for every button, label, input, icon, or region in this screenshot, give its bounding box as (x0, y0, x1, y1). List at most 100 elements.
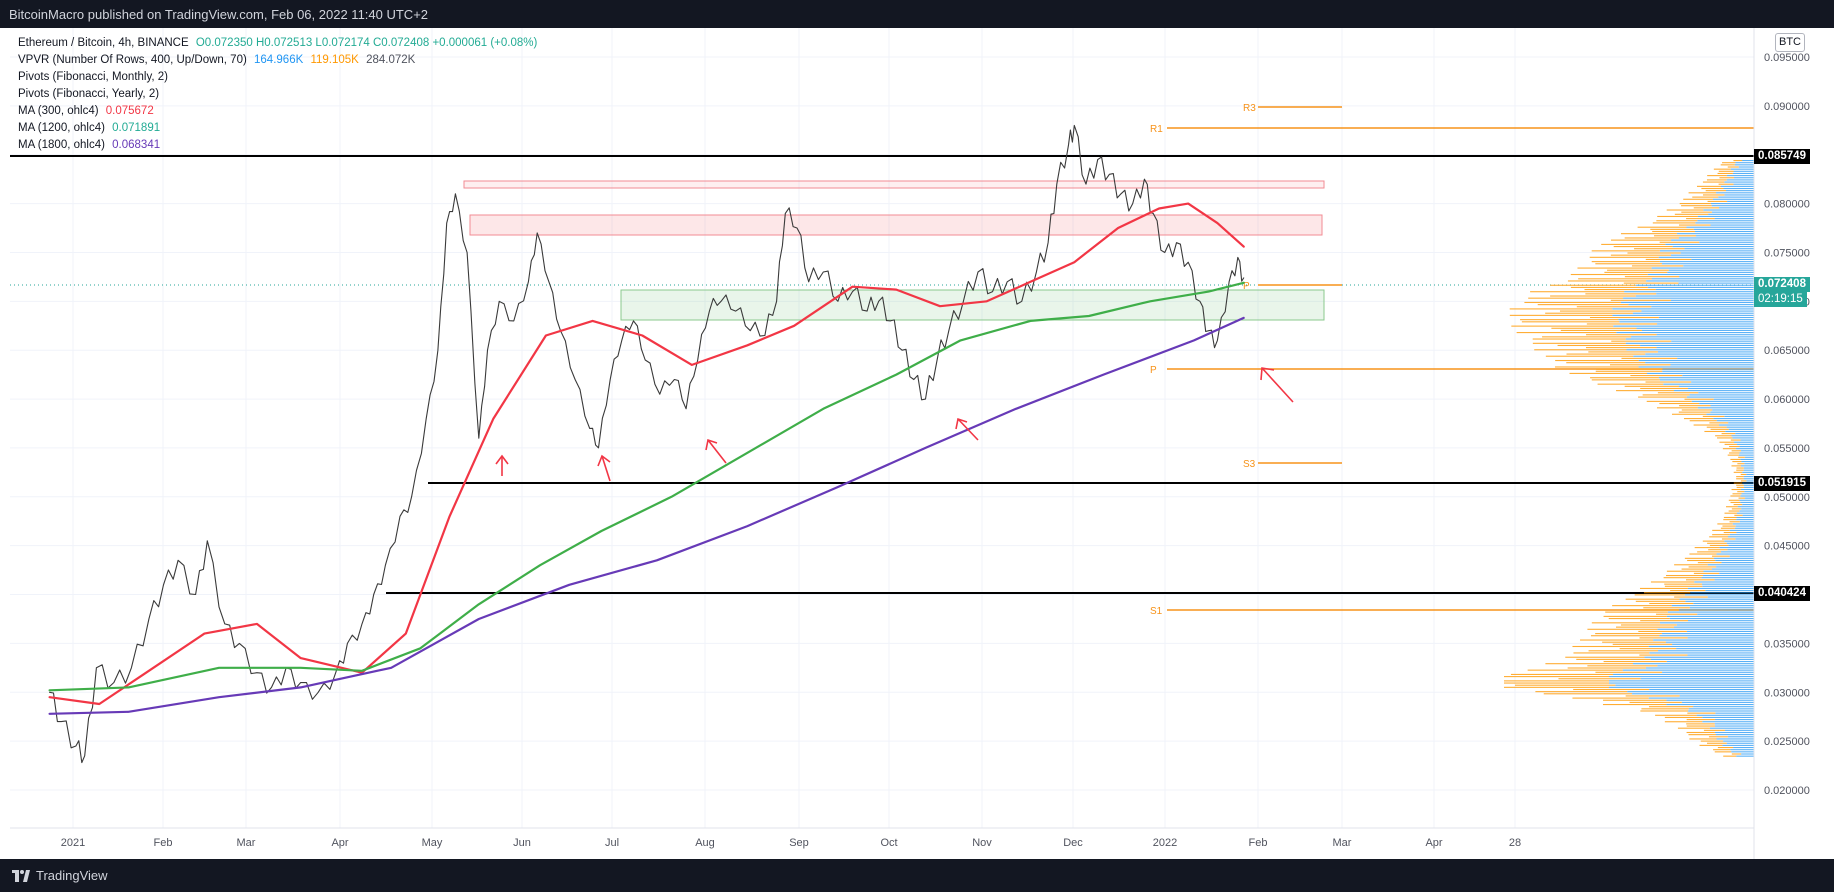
vpvr-bar-up (1648, 697, 1754, 699)
legend-pivots-yearly-row[interactable]: Pivots (Fibonacci, Yearly, 2) (18, 86, 537, 103)
price-line[interactable] (49, 124, 1245, 764)
x-tick-label: 28 (1509, 837, 1521, 849)
vpvr-bar-up (1729, 555, 1754, 557)
vpvr-bar-up (1715, 734, 1754, 736)
time-axis[interactable]: 2021 Feb Mar Apr May Jun Jul Aug Sep Oct Nov Dec 202… (61, 837, 1521, 849)
vpvr-bar-up (1656, 334, 1754, 336)
vpvr-bar-down (1712, 534, 1730, 536)
vpvr-bar-down (1504, 680, 1609, 682)
vpvr-bar-down (1736, 484, 1744, 486)
pivot-label-s1: S1 (1150, 606, 1163, 617)
pivot-label-p-monthly: P (1243, 281, 1250, 292)
vpvr-bar-up (1705, 590, 1754, 592)
vpvr-bar-down (1624, 237, 1679, 239)
vpvr-bar-down (1640, 387, 1688, 390)
vpvr-bar-up (1687, 620, 1754, 622)
vpvr-bar-down (1664, 716, 1703, 718)
vpvr-bar-down (1656, 613, 1698, 615)
vpvr-bar-up (1728, 422, 1754, 424)
vpvr-bar-down (1576, 658, 1651, 660)
legend-vpvr-row[interactable]: VPVR (Number Of Rows, 400, Up/Down, 70) … (18, 52, 537, 69)
vpvr-bar-down (1585, 347, 1657, 349)
price-tag-level-low[interactable]: 0.040424 (1754, 586, 1810, 601)
vpvr-bar-up (1695, 222, 1754, 224)
vpvr-bar-down (1706, 426, 1727, 428)
price-tag-level-mid[interactable]: 0.051915 (1754, 476, 1810, 491)
vpvr-bar-down (1625, 598, 1680, 600)
vpvr-bar-down (1535, 691, 1628, 693)
vpvr-bar-up (1670, 254, 1754, 256)
vpvr-bar-down (1704, 430, 1726, 433)
vpvr-bar-down (1591, 250, 1660, 252)
vpvr-bar-down (1702, 194, 1725, 196)
vpvr-bar-up (1746, 480, 1754, 482)
vpvr-bar-up (1733, 177, 1754, 179)
legend-pivots-monthly-row[interactable]: Pivots (Fibonacci, Monthly, 2) (18, 69, 537, 86)
y-tick-label: 0.025000 (1764, 736, 1810, 748)
vpvr-bar-down (1607, 269, 1669, 271)
vpvr-bar-up (1715, 559, 1754, 562)
ma1200-line[interactable] (48, 281, 1245, 692)
vpvr-bar-up (1740, 458, 1754, 460)
vpvr-bar-down (1645, 258, 1692, 261)
vpvr-bar-up (1740, 501, 1754, 503)
vpvr-bar-up (1676, 624, 1754, 626)
vpvr-bar-down (1693, 424, 1719, 426)
vpvr-bar-up (1722, 744, 1754, 746)
vpvr-bar-up (1694, 230, 1754, 233)
vpvr-bar-up (1672, 643, 1754, 645)
price-tag-level-top[interactable]: 0.085749 (1754, 149, 1810, 164)
legend-main-row[interactable]: Ethereum / Bitcoin, 4h, BINANCE O0.07235… (18, 35, 537, 52)
vpvr-bar-down (1528, 297, 1624, 299)
vpvr-bar-up (1690, 592, 1754, 594)
vpvr-bar-down (1639, 637, 1688, 639)
vpvr-bar-up (1691, 258, 1754, 261)
vpvr-bar-down (1612, 643, 1673, 645)
x-tick-label: Nov (972, 837, 992, 849)
vpvr-bar-down (1655, 714, 1697, 716)
legend-ma1800-row[interactable]: MA (1800, ohlc4) 0.068341 (18, 137, 537, 154)
vpvr-bar-down (1638, 396, 1687, 398)
vpvr-bar-up (1715, 712, 1754, 714)
y-tick-label: 0.030000 (1764, 687, 1810, 699)
vpvr-bar-down (1569, 372, 1647, 374)
vpvr-bar-down (1643, 607, 1690, 609)
x-tick-label: Feb (1249, 837, 1268, 849)
vpvr-bar-up (1742, 471, 1754, 473)
tradingview-logo[interactable]: TradingView (12, 868, 108, 883)
ma1800-line[interactable] (48, 316, 1245, 715)
vpvr-bar-down (1545, 663, 1634, 665)
legend-ma1200-row[interactable]: MA (1200, ohlc4) 0.071891 (18, 120, 537, 137)
vpvr-bar-up (1633, 663, 1754, 665)
legend-ma1200-value: 0.071891 (112, 122, 161, 134)
vpvr-bar-up (1627, 691, 1754, 693)
legend-ma300-label: MA (300, ohlc4) (18, 105, 99, 117)
vpvr-bar-down (1679, 224, 1711, 226)
vpvr-bar-up (1714, 579, 1754, 581)
symbol-badge[interactable]: BTC (1775, 33, 1805, 52)
vpvr-bar-down (1623, 282, 1679, 284)
vpvr-bar-up (1684, 594, 1754, 596)
vpvr-bar-down (1584, 289, 1656, 291)
vpvr-bar-up (1701, 577, 1754, 579)
chart-area[interactable] (10, 28, 1834, 859)
vpvr-bar-up (1632, 693, 1754, 695)
vpvr-bar-up (1688, 710, 1754, 712)
vpvr-bar-up (1658, 377, 1754, 379)
legend-ma300-row[interactable]: MA (300, ohlc4) 0.075672 (18, 103, 537, 120)
vpvr-bar-up (1711, 568, 1754, 570)
vpvr-bar-up (1687, 654, 1754, 656)
vpvr-bar-up (1736, 519, 1754, 521)
price-tag-current[interactable]: 0.072408 (1754, 277, 1810, 292)
ma300-line[interactable] (48, 202, 1245, 706)
legend-vpvr-label: VPVR (Number Of Rows, 400, Up/Down, 70) (18, 54, 247, 66)
vpvr-bar-up (1743, 478, 1754, 480)
vpvr-bar-up (1730, 168, 1754, 170)
vpvr-bar-down (1657, 392, 1699, 394)
vpvr-bar-up (1662, 370, 1754, 372)
vpvr-bar-up (1691, 381, 1754, 383)
vpvr-bar-down (1720, 527, 1735, 529)
vpvr-bar-down (1738, 497, 1746, 499)
x-tick-label: Apr (331, 837, 348, 849)
vpvr-bar-down (1738, 456, 1745, 458)
